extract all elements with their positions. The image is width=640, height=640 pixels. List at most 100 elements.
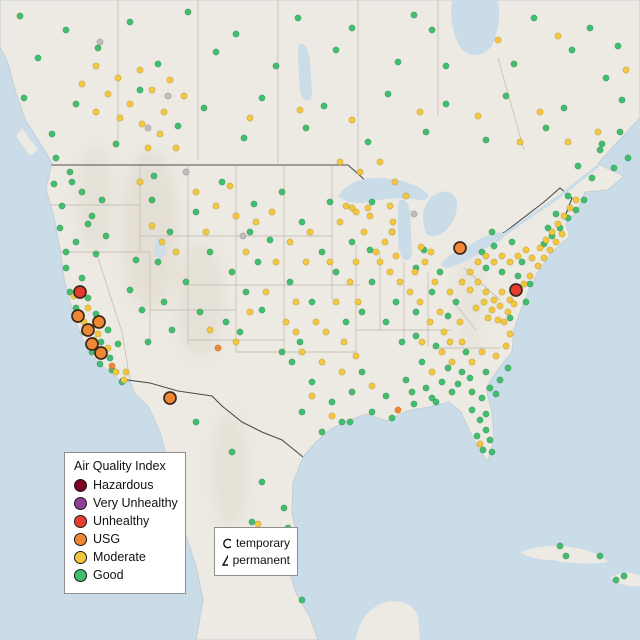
aqi-dot-moderate[interactable]	[391, 178, 399, 186]
aqi-dot-good[interactable]	[458, 368, 466, 376]
aqi-dot-good[interactable]	[318, 428, 326, 436]
aqi-dot-good[interactable]	[278, 348, 286, 356]
aqi-dot-moderate[interactable]	[416, 108, 424, 116]
aqi-dot-good[interactable]	[398, 338, 406, 346]
aqi-dot-good[interactable]	[598, 140, 606, 148]
aqi-dot-moderate[interactable]	[417, 243, 425, 251]
aqi-dot-good[interactable]	[448, 388, 456, 396]
aqi-dot-usg[interactable]	[108, 362, 116, 370]
aqi-dot-good[interactable]	[504, 364, 512, 372]
aqi-dot-good[interactable]	[479, 446, 487, 454]
aqi-dot-moderate[interactable]	[560, 212, 568, 220]
aqi-dot-good[interactable]	[240, 134, 248, 142]
aqi-dot-good[interactable]	[168, 326, 176, 334]
aqi-dot-good[interactable]	[308, 378, 316, 386]
aqi-dot-moderate[interactable]	[396, 278, 404, 286]
aqi-dot-good[interactable]	[272, 62, 280, 70]
aqi-dot-good[interactable]	[94, 44, 102, 52]
aqi-dot-moderate[interactable]	[474, 112, 482, 120]
aqi-dot-moderate[interactable]	[84, 304, 92, 312]
aqi-dot-moderate[interactable]	[494, 36, 502, 44]
aqi-dot-good[interactable]	[62, 264, 70, 272]
aqi-dot-moderate[interactable]	[342, 202, 350, 210]
aqi-dot-moderate[interactable]	[332, 298, 340, 306]
aqi-dot-good[interactable]	[482, 264, 490, 272]
aqi-dot-good[interactable]	[556, 542, 564, 550]
aqi-dot-moderate[interactable]	[158, 238, 166, 246]
aqi-dot-good[interactable]	[428, 394, 436, 402]
aqi-dot-moderate[interactable]	[116, 114, 124, 122]
aqi-dot-moderate[interactable]	[502, 342, 510, 350]
aqi-dot-good[interactable]	[574, 162, 582, 170]
aqi-dot-moderate[interactable]	[172, 144, 180, 152]
aqi-dot-moderate[interactable]	[386, 268, 394, 276]
aqi-dot-moderate[interactable]	[496, 302, 504, 310]
aqi-dot-moderate[interactable]	[232, 338, 240, 346]
aqi-dot-good[interactable]	[250, 200, 258, 208]
aqi-dot-moderate[interactable]	[431, 278, 439, 286]
aqi-dot-good[interactable]	[478, 248, 486, 256]
aqi-dot-moderate[interactable]	[490, 296, 498, 304]
aqi-dot-moderate[interactable]	[510, 300, 518, 308]
aqi-dot-good[interactable]	[58, 202, 66, 210]
aqi-dot-moderate[interactable]	[554, 220, 562, 228]
aqi-dot-moderate[interactable]	[268, 208, 276, 216]
aqi-dot-moderate[interactable]	[312, 318, 320, 326]
aqi-dot-good[interactable]	[438, 378, 446, 386]
aqi-dot-moderate[interactable]	[348, 204, 356, 212]
aqi-dot-good[interactable]	[564, 192, 572, 200]
aqi-dot-no_data[interactable]	[96, 38, 104, 46]
aqi-dot-moderate[interactable]	[498, 252, 506, 260]
aqi-dot-good[interactable]	[78, 274, 86, 282]
aqi-dot-good[interactable]	[473, 432, 481, 440]
aqi-dot-good[interactable]	[358, 308, 366, 316]
aqi-dot-no_data[interactable]	[164, 92, 172, 100]
aqi-dot-good[interactable]	[490, 242, 498, 250]
aqi-dot-moderate[interactable]	[286, 238, 294, 246]
aqi-dot-moderate[interactable]	[192, 188, 200, 196]
aqi-dot-moderate[interactable]	[381, 238, 389, 246]
aqi-dot-moderate[interactable]	[172, 248, 180, 256]
aqi-dot-moderate[interactable]	[466, 286, 474, 294]
aqi-dot-good[interactable]	[348, 24, 356, 32]
aqi-dot-good[interactable]	[192, 208, 200, 216]
aqi-dot-moderate[interactable]	[160, 108, 168, 116]
aqi-dot-good[interactable]	[526, 280, 534, 288]
aqi-dot-good[interactable]	[154, 258, 162, 266]
large-monitor-usg-circle[interactable]	[94, 346, 108, 360]
aqi-dot-moderate[interactable]	[336, 158, 344, 166]
aqi-dot-good[interactable]	[318, 248, 326, 256]
aqi-dot-moderate[interactable]	[282, 318, 290, 326]
aqi-dot-good[interactable]	[422, 384, 430, 392]
aqi-dot-moderate[interactable]	[104, 90, 112, 98]
aqi-dot-good[interactable]	[410, 400, 418, 408]
aqi-dot-moderate[interactable]	[402, 192, 410, 200]
aqi-dot-moderate[interactable]	[120, 376, 128, 384]
aqi-dot-moderate[interactable]	[364, 204, 372, 212]
aqi-dot-good[interactable]	[468, 406, 476, 414]
aqi-dot-good[interactable]	[506, 314, 514, 322]
aqi-dot-moderate[interactable]	[252, 218, 260, 226]
aqi-dot-good[interactable]	[442, 100, 450, 108]
aqi-dot-good[interactable]	[102, 232, 110, 240]
aqi-dot-moderate[interactable]	[138, 120, 146, 128]
aqi-dot-good[interactable]	[410, 11, 418, 19]
aqi-dot-good[interactable]	[616, 128, 624, 136]
aqi-dot-good[interactable]	[174, 122, 182, 130]
aqi-dot-good[interactable]	[442, 62, 450, 70]
aqi-dot-usg[interactable]	[214, 344, 222, 352]
aqi-dot-good[interactable]	[132, 256, 140, 264]
aqi-dot-good[interactable]	[588, 174, 596, 182]
aqi-dot-good[interactable]	[346, 418, 354, 426]
aqi-dot-moderate[interactable]	[474, 258, 482, 266]
aqi-dot-moderate[interactable]	[548, 228, 556, 236]
aqi-dot-moderate[interactable]	[526, 272, 534, 280]
aqi-dot-good[interactable]	[502, 92, 510, 100]
aqi-dot-good[interactable]	[332, 268, 340, 276]
aqi-dot-moderate[interactable]	[148, 86, 156, 94]
aqi-dot-moderate[interactable]	[122, 368, 130, 376]
aqi-dot-good[interactable]	[84, 220, 92, 228]
aqi-dot-moderate[interactable]	[500, 318, 508, 326]
aqi-dot-good[interactable]	[368, 198, 376, 206]
aqi-dot-moderate[interactable]	[520, 280, 528, 288]
